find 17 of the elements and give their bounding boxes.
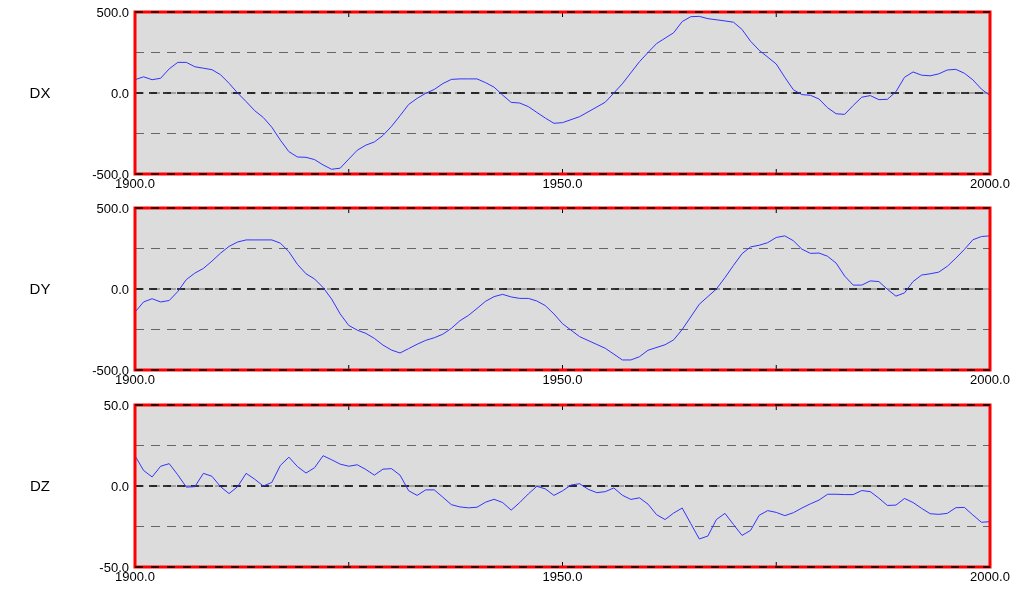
y-tick-label: 500.0 [96,200,129,216]
y-tick-label: 50.0 [103,397,129,413]
y-tick-label: 0.0 [110,281,129,297]
y-axis-title: DZ [30,477,50,495]
y-tick-label: 500.0 [96,4,129,20]
line-series [134,455,991,540]
x-tick-label: 2000.0 [970,569,1010,584]
x-tick-label: 2000.0 [970,176,1010,191]
y-tick-label: 0.0 [110,478,129,494]
x-tick-label: 1950.0 [542,569,583,584]
x-tick-label: 1950.0 [542,372,583,387]
y-tick-label: 0.0 [110,85,129,101]
y-axis-title: DY [29,280,51,298]
line-series [134,235,991,361]
x-tick-label: 1950.0 [542,176,583,191]
y-axis-title: DX [29,84,51,102]
x-tick-label: 2000.0 [970,372,1010,387]
